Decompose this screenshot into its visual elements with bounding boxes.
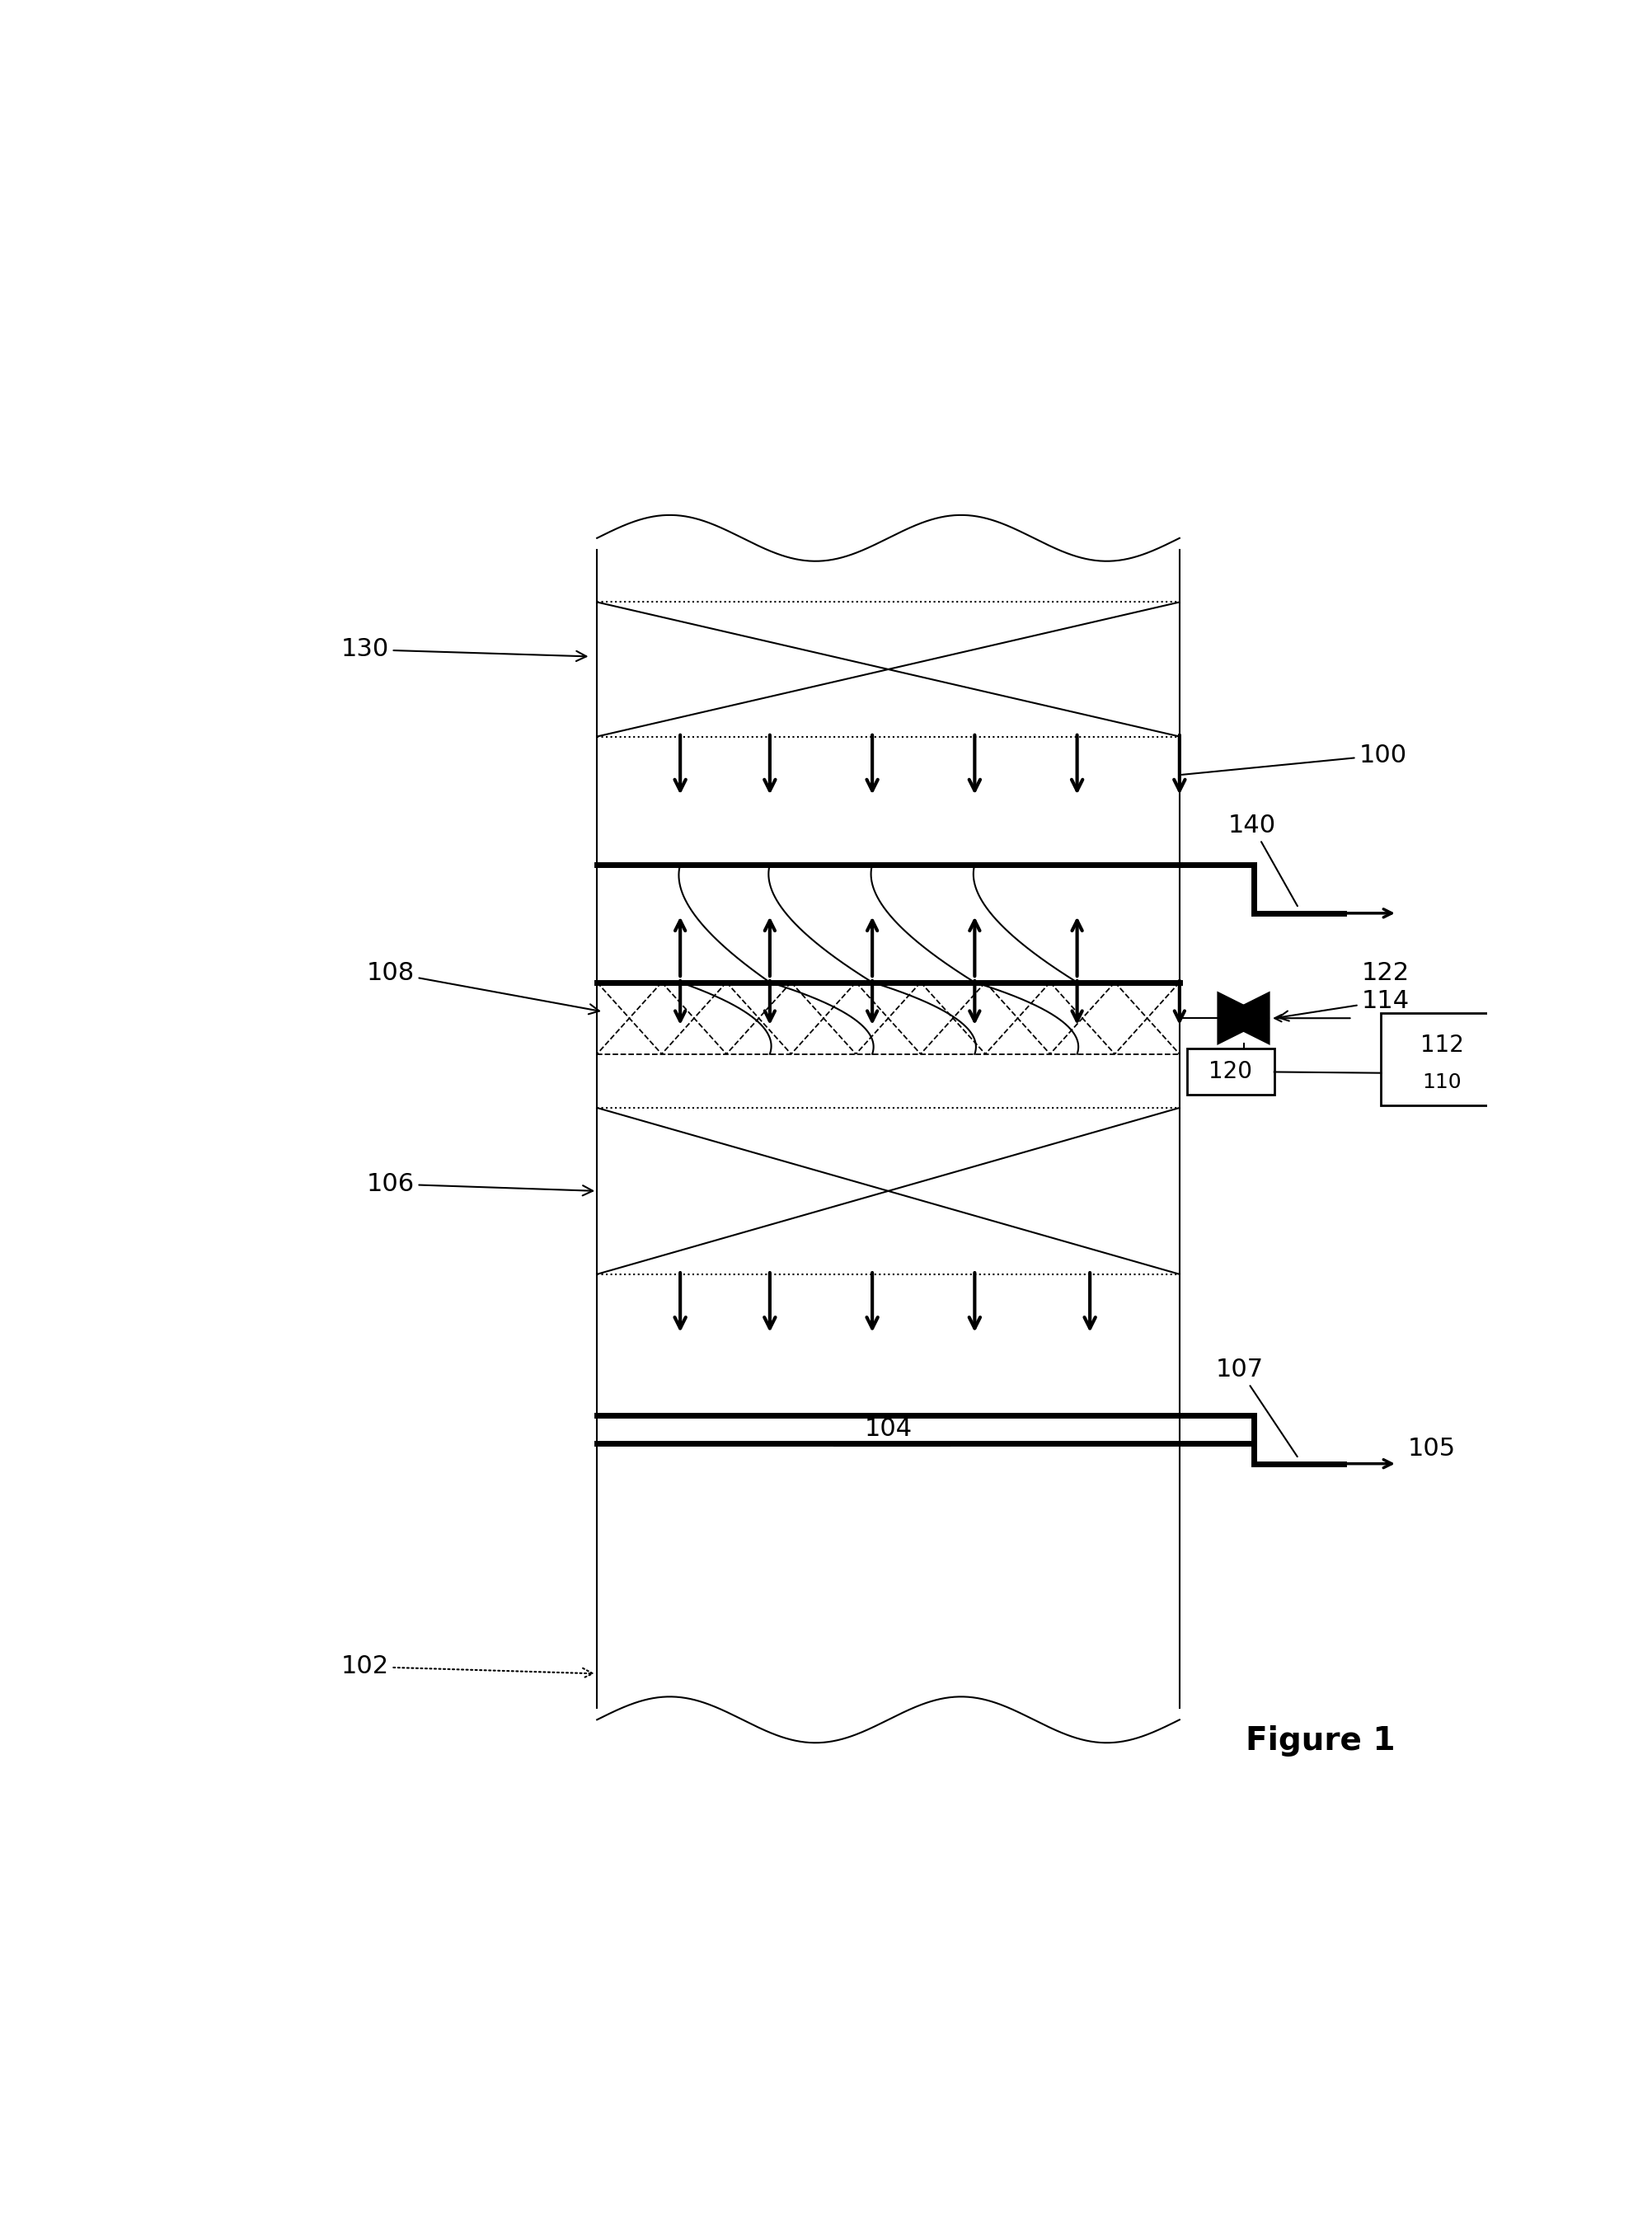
Text: 120: 120 [1209, 1061, 1252, 1083]
Text: 114: 114 [1279, 990, 1409, 1021]
Text: 105: 105 [1408, 1438, 1455, 1460]
Polygon shape [1218, 992, 1269, 1043]
Text: 112: 112 [1421, 1034, 1464, 1056]
Text: 104: 104 [864, 1418, 912, 1440]
Text: 102: 102 [340, 1655, 593, 1678]
Text: Figure 1: Figure 1 [1246, 1726, 1396, 1757]
Polygon shape [1218, 992, 1269, 1043]
Text: 108: 108 [367, 961, 600, 1014]
Bar [1381, 1014, 1503, 1105]
Text: 122: 122 [1361, 961, 1409, 985]
Text: 100: 100 [1181, 743, 1408, 774]
Text: 107: 107 [1216, 1358, 1297, 1456]
Bar [1188, 1050, 1274, 1094]
Text: 130: 130 [340, 637, 586, 661]
Text: 106: 106 [367, 1172, 593, 1196]
Text: 140: 140 [1227, 814, 1297, 905]
Text: 110: 110 [1422, 1072, 1462, 1092]
